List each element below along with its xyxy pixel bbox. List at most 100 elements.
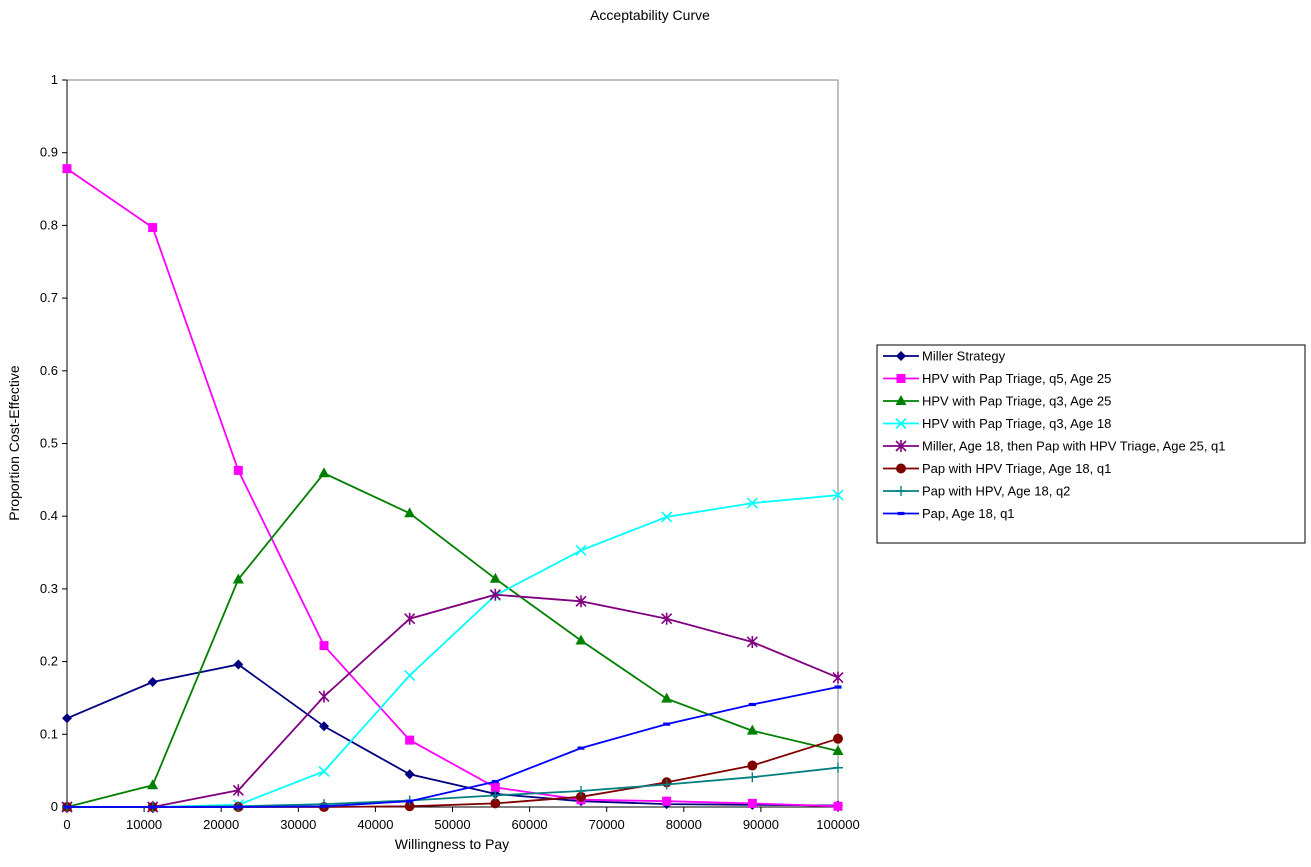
data-point [832,671,844,684]
data-point [576,786,587,797]
data-point [575,634,587,645]
data-point [834,685,842,689]
x-tick-label: 60000 [512,817,548,832]
data-point [576,791,587,802]
legend-swatch-marker [896,486,906,496]
data-point [490,798,501,809]
data-point [575,595,587,608]
data-point [575,544,587,556]
data-point [318,765,330,777]
legend-swatch-marker [895,417,907,430]
data-point [662,796,672,806]
y-tick-label: 0.1 [40,726,58,741]
y-tick-label: 0.9 [40,145,58,160]
y-tick-label: 1 [51,72,58,87]
data-point [661,779,672,790]
series-layer [61,164,844,813]
x-tick-label: 0 [63,817,70,832]
data-point [320,804,328,808]
data-point [149,805,157,809]
data-point [233,659,244,670]
data-point [489,588,501,601]
legend-swatch-marker [895,440,907,452]
data-point [747,798,757,808]
x-tick-label: 80000 [666,817,702,832]
legend-item: HPV with Pap Triage, q3, Age 18 [883,416,1111,431]
data-point [833,801,843,811]
x-tick-label: 100000 [816,817,859,832]
data-point [147,676,158,687]
y-tick-label: 0.7 [40,290,58,305]
x-axis-ticks: 0 10000 20000 30000 40000 50000 60000 70000 8000… [63,807,860,832]
legend-item: Miller, Age 18, then Pap with HPV Triage… [883,439,1226,454]
legend-item: Pap with HPV, Age 18, q2 [883,484,1070,499]
data-point [491,779,499,784]
legend-label: Pap with HPV Triage, Age 18, q1 [922,461,1111,476]
data-point [746,724,758,735]
data-point [406,799,414,803]
y-tick-label: 0.8 [40,217,58,232]
legend-label: Pap with HPV, Age 18, q2 [922,484,1070,499]
y-tick-label: 0.5 [40,436,58,451]
data-point [318,721,329,732]
data-point [232,784,244,797]
data-point [747,760,758,771]
x-axis-label: Willingness to Pay [395,836,509,852]
data-point [832,489,844,501]
legend-label: HPV with Pap Triage, q5, Age 25 [922,371,1111,386]
data-point [833,762,843,773]
y-axis-ticks: 0 0.1 0.2 0.3 0.4 0.5 0.6 0.7 0.8 0.9 1 [40,72,67,814]
data-point [577,746,585,750]
data-point [232,573,244,584]
y-tick-label: 0.4 [40,508,58,523]
data-point [405,735,415,745]
legend-swatch-marker [896,351,906,361]
y-tick-label: 0 [51,799,58,814]
data-point [147,779,159,790]
data-point [404,669,416,681]
data-point [148,223,158,233]
data-point [490,782,500,792]
x-tick-label: 70000 [589,817,625,832]
legend-item: Miller Strategy [883,349,1006,364]
legend-label: Pap, Age 18, q1 [922,506,1015,521]
data-point [62,713,72,724]
data-point [404,769,415,780]
series-line [67,686,839,808]
legend-item: Pap with HPV Triage, Age 18, q1 [883,461,1111,476]
data-point [319,641,329,651]
data-point [63,805,71,809]
y-tick-label: 0.2 [40,654,58,669]
y-tick-label: 0.3 [40,581,58,596]
y-tick-label: 0.6 [40,363,58,378]
data-point [490,790,501,801]
x-tick-label: 90000 [743,817,779,832]
series-line [66,167,839,808]
data-point [404,507,416,518]
data-point [832,745,844,756]
legend-label: HPV with Pap Triage, q3, Age 18 [922,416,1111,431]
series-8 [63,685,842,809]
data-point [318,467,330,478]
data-point [234,805,242,809]
legend-label: Miller Strategy [922,349,1006,364]
data-point [661,511,673,523]
data-point [661,692,673,703]
series-line [66,663,839,807]
data-point [746,635,758,648]
y-axis-label: Proportion Cost-Effective [6,365,22,521]
legend-swatch-marker [896,374,906,383]
legend-item: Pap, Age 18, q1 [883,506,1015,521]
legend-swatch-marker [896,463,906,474]
x-tick-label: 20000 [203,817,239,832]
data-point [404,801,415,812]
legend-label: HPV with Pap Triage, q3, Age 25 [922,394,1111,409]
data-point [404,612,416,625]
legend-box [876,344,1306,544]
data-point [489,572,501,583]
data-point [661,612,673,625]
data-point [747,772,758,783]
data-point [833,733,843,744]
plot-area [66,79,839,808]
